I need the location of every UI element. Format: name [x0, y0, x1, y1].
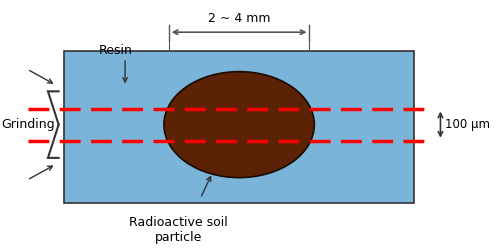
Ellipse shape [164, 72, 314, 178]
Text: 100 μm: 100 μm [446, 118, 490, 131]
Text: Resin: Resin [98, 44, 132, 57]
Text: Radioactive soil
particle: Radioactive soil particle [129, 216, 228, 244]
Text: 2 ~ 4 mm: 2 ~ 4 mm [208, 12, 270, 25]
Text: Grinding: Grinding [2, 118, 55, 131]
Bar [64, 51, 414, 203]
